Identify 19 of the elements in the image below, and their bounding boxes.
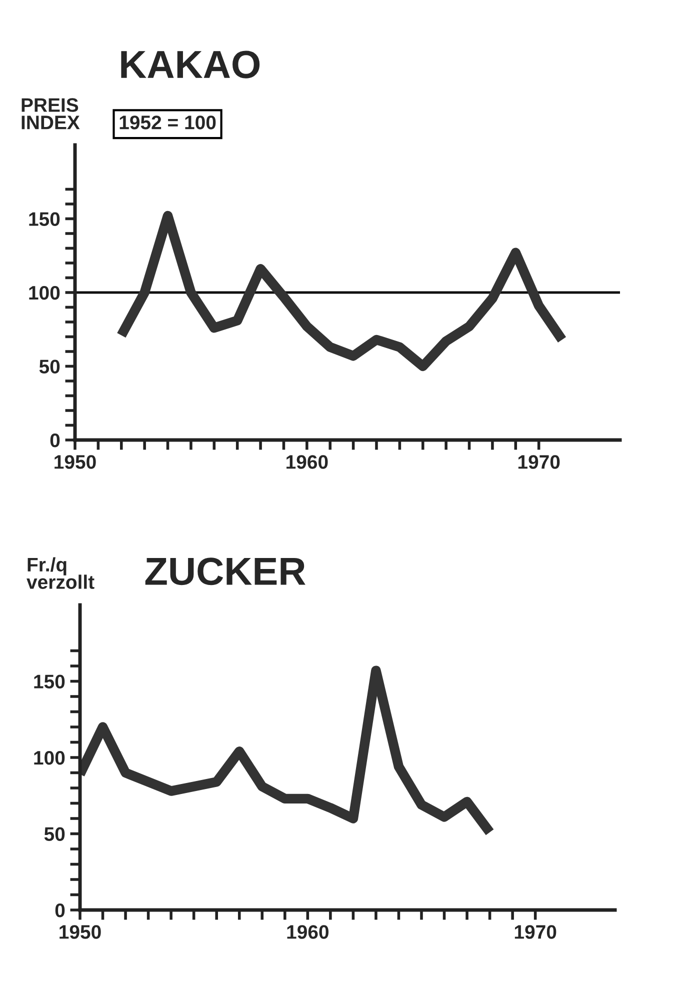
chart-title: KAKAO xyxy=(121,50,260,78)
chart-title: ZUCKER xyxy=(145,558,306,586)
text: 1952 = 100 xyxy=(120,116,216,130)
x-tick-label: 1950 xyxy=(54,455,96,469)
y-tick-label: 100 xyxy=(29,286,60,300)
x-tick-label: 1970 xyxy=(518,455,560,469)
y-tick-label: 50 xyxy=(44,827,65,841)
y-tick-label: 0 xyxy=(55,903,65,918)
y-tick-label: 50 xyxy=(39,360,60,374)
x-tick-label: 1960 xyxy=(286,455,328,469)
x-tick-label: 1970 xyxy=(514,925,556,939)
x-tick-label: 1960 xyxy=(287,925,328,939)
y-tick-label: 100 xyxy=(34,750,65,765)
y-tick-label: 150 xyxy=(34,674,65,688)
y-axis-title: Fr./q verzollt xyxy=(26,557,94,589)
y-tick-label: 150 xyxy=(29,212,60,226)
x-tick-label: 1950 xyxy=(60,925,101,939)
y-tick-label: 0 xyxy=(50,433,60,448)
y-axis-title: PREIS INDEX xyxy=(22,98,80,130)
